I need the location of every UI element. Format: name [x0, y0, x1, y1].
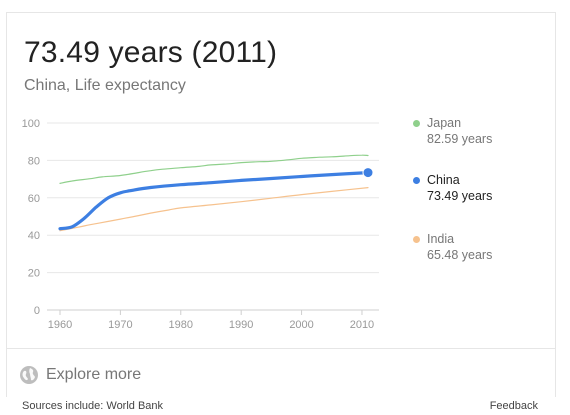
- legend-value: 82.59 years: [427, 132, 493, 146]
- sources-text: Sources include: World Bank: [22, 400, 164, 412]
- subtitle: China, Life expectancy: [24, 77, 186, 94]
- x-tick-label: 2010: [350, 319, 374, 331]
- y-tick-label: 20: [28, 268, 40, 280]
- legend-value: 65.48 years: [427, 248, 493, 262]
- feedback-link[interactable]: Feedback: [489, 400, 538, 412]
- globe-icon: [20, 366, 38, 384]
- y-tick-label: 40: [28, 230, 40, 242]
- answer-card: 73.49 years (2011) China, Life expectanc…: [6, 12, 556, 397]
- legend-marker-icon: [413, 176, 420, 184]
- series-line-china: [58, 171, 370, 231]
- y-tick-label: 100: [22, 118, 40, 130]
- legend-value: 73.49 years: [427, 189, 493, 203]
- legend-marker-icon: [413, 235, 420, 243]
- page-title: 73.49 years (2011): [24, 36, 278, 69]
- explore-more-link[interactable]: Explore more: [19, 365, 141, 385]
- y-tick-label: 0: [34, 305, 40, 317]
- x-tick-label: 1960: [48, 319, 72, 331]
- legend-item-japan[interactable]: Japan 82.59 years: [413, 116, 553, 146]
- divider: [7, 348, 555, 349]
- y-tick-label: 80: [28, 155, 40, 167]
- x-tick-label: 1980: [169, 319, 193, 331]
- legend-label: Japan: [427, 116, 462, 130]
- legend-item-china[interactable]: China 73.49 years: [413, 173, 553, 203]
- life-expectancy-chart[interactable]: 0 20 40 60 80 100 1960 1970 1980 1990 2000 2010: [7, 13, 407, 343]
- x-tick-label: 2000: [289, 319, 313, 331]
- x-tick-label: 1990: [229, 319, 253, 331]
- legend-label: India: [427, 232, 455, 246]
- legend-item-india[interactable]: India 65.48 years: [413, 232, 553, 262]
- x-tick-label: 1970: [108, 319, 132, 331]
- legend-marker-icon: [413, 119, 420, 127]
- explore-more-label: Explore more: [46, 366, 142, 383]
- highlight-point: [362, 167, 374, 179]
- legend-label: China: [427, 173, 460, 187]
- series-line-japan: [59, 154, 369, 184]
- y-tick-label: 60: [28, 193, 40, 205]
- series-line-india: [59, 187, 369, 232]
